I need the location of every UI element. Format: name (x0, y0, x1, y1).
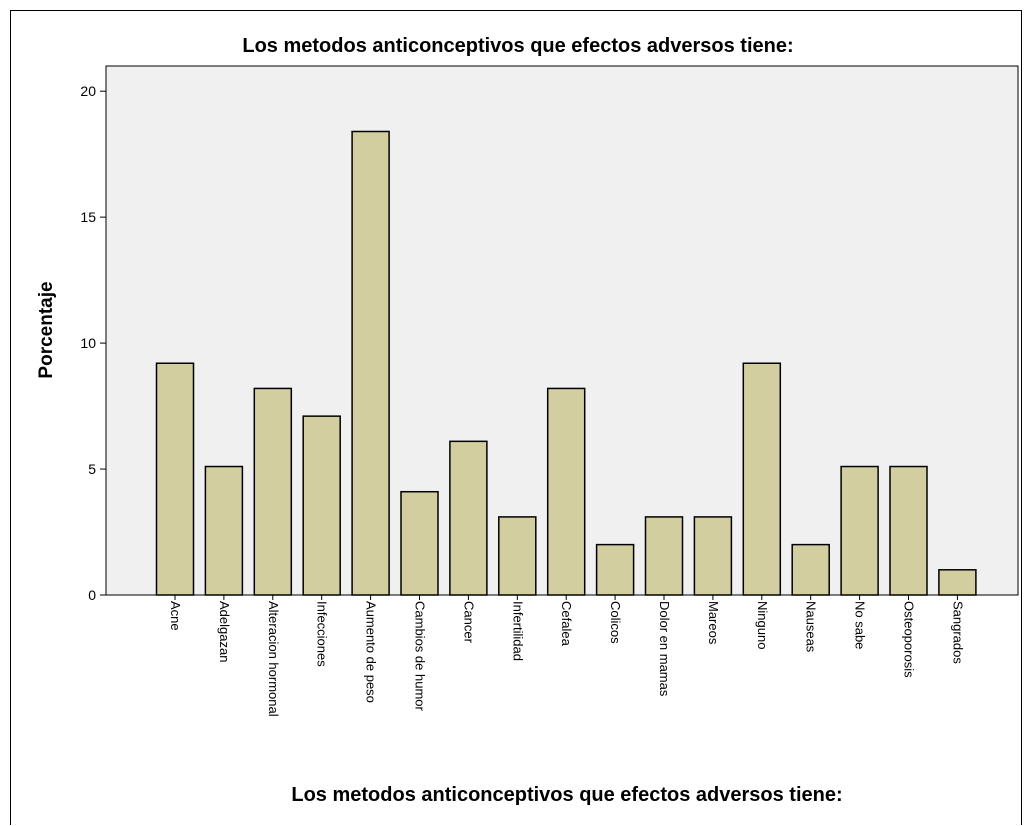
bar (546, 387, 586, 596)
x-tick-label: Infecciones (315, 601, 330, 667)
y-tick-label: 20 (80, 83, 96, 99)
bar (204, 465, 244, 596)
x-tick-label: Adelgazan (217, 601, 232, 662)
x-axis: Acne Adelgazan Alteracion hormonal Infeccio… (168, 595, 965, 717)
bar (791, 543, 830, 596)
y-tick-label: 5 (88, 461, 96, 477)
x-tick-label: Nauseas (804, 601, 819, 653)
y-tick-label: 10 (80, 335, 96, 351)
y-axis-label: Porcentaje (36, 281, 57, 378)
x-tick-label: Mareos (706, 601, 721, 645)
x-tick-label: Cancer (461, 601, 476, 644)
x-tick-label: Alteracion hormonal (266, 601, 281, 717)
x-tick-label: Cefalea (559, 601, 574, 647)
bar (644, 516, 684, 596)
x-axis-label: Los metodos anticonceptivos que efectos … (291, 784, 842, 806)
bar (302, 415, 341, 596)
y-tick-label: 15 (80, 209, 96, 225)
x-tick-label: Ninguno (755, 601, 770, 649)
bar (400, 490, 439, 596)
bar (449, 440, 488, 596)
bar (938, 569, 977, 596)
x-tick-label: Dolor en mamas (657, 601, 672, 697)
bar (155, 362, 195, 596)
chart-title: Los metodos anticonceptivos que efectos … (242, 35, 793, 57)
x-tick-label: No sabe (853, 601, 868, 649)
x-tick-label: Colicos (608, 601, 623, 644)
x-tick-label: Cambios de humor (413, 601, 428, 711)
x-tick-label: Sangrados (950, 601, 965, 664)
bar (889, 465, 928, 596)
x-tick-label: Aumento de peso (364, 601, 379, 703)
y-axis: 0 5 10 15 20 (80, 83, 106, 603)
bar (351, 130, 390, 596)
y-tick-label: 0 (88, 587, 96, 603)
bar (253, 387, 293, 596)
bar (693, 516, 733, 596)
bar (498, 516, 537, 596)
bar (742, 362, 782, 596)
x-tick-label: Acne (168, 601, 183, 631)
bar (840, 465, 879, 596)
bar (595, 543, 635, 596)
x-tick-label: Osteoporosis (902, 601, 917, 678)
x-tick-label: Infertilidad (510, 601, 525, 661)
